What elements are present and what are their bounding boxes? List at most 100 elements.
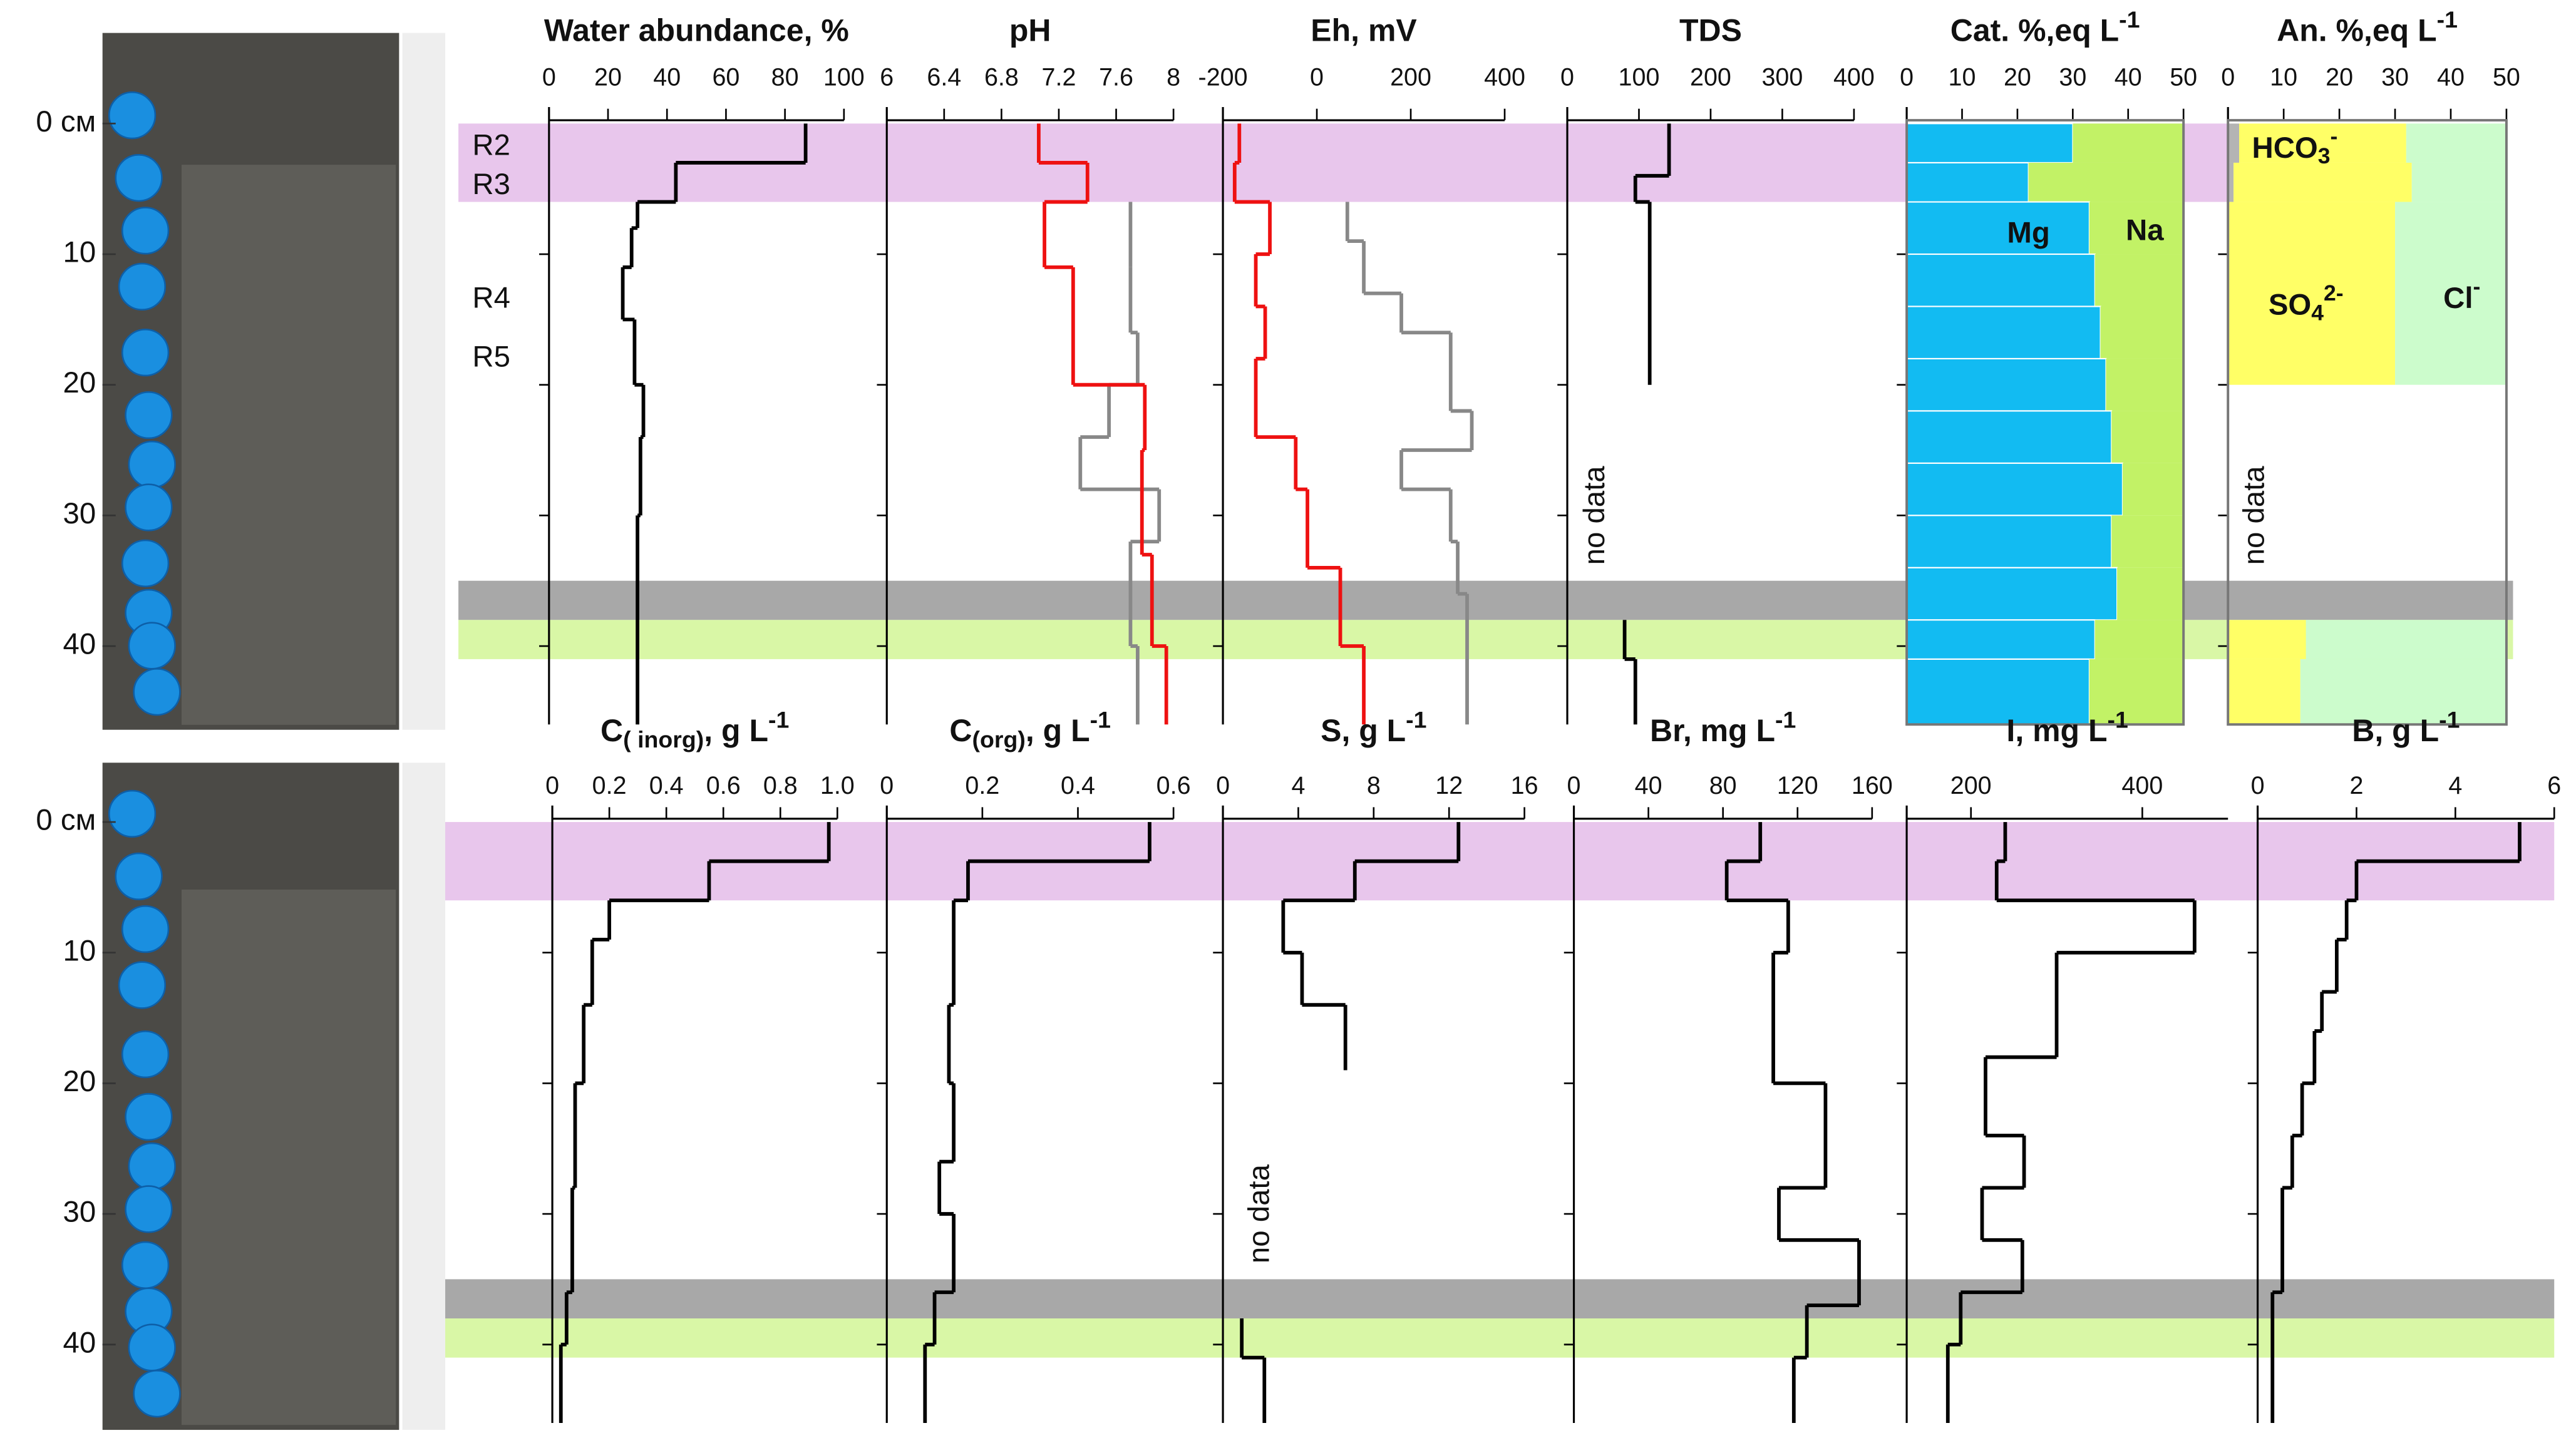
chart-title: B, g L-1 [2352, 706, 2460, 748]
x-tick-label: 40 [2437, 64, 2465, 91]
x-tick-label: 30 [2381, 64, 2409, 91]
x-tick-label: 1.0 [820, 772, 855, 799]
text-part: Mg [2007, 216, 2049, 249]
x-tick-label: 8 [1167, 64, 1180, 91]
depth-tick-label: 10 [63, 236, 96, 269]
annotation: HCO3- [2252, 124, 2338, 169]
text-part: - [2473, 274, 2481, 299]
x-tick-label: 80 [1709, 772, 1737, 799]
annotation: Na [2126, 213, 2164, 247]
annotation: no data [1577, 466, 1610, 565]
depth-tick-label: 40 [63, 1326, 96, 1359]
text-part: no data [2237, 466, 2270, 565]
x-tick-label: 0 [2221, 64, 2235, 91]
stacked-segment [1906, 567, 2118, 621]
x-tick-label: 80 [771, 64, 799, 91]
stacked-segment [2094, 254, 2184, 307]
text-part: , g L [704, 713, 768, 748]
depth-tick-label: 20 [63, 366, 96, 399]
x-tick-label: 40 [653, 64, 681, 91]
depth-tick-label: 10 [63, 934, 96, 967]
stacked-segment [1906, 201, 2090, 255]
stacked-segment [2306, 620, 2506, 659]
stacked-segment [2073, 123, 2184, 163]
stacked-segment [2228, 162, 2234, 202]
text-part: C [949, 713, 972, 748]
layer-label: R2 [472, 128, 510, 162]
stacked-segment [2122, 463, 2184, 516]
x-tick-label: 10 [1949, 64, 1976, 91]
layer-label: R4 [472, 282, 510, 315]
chart-title: C( inorg), g L-1 [600, 706, 789, 752]
x-tick-label: 0 [1216, 772, 1230, 799]
text-part: , g L [1026, 713, 1090, 748]
x-tick-label: 400 [2121, 772, 2163, 799]
x-tick-label: 400 [1484, 64, 1525, 91]
x-tick-label: 2 [2349, 772, 2363, 799]
stacked-segment [1906, 462, 2123, 516]
text-part: S, g L [1321, 713, 1406, 748]
stacked-segment [1906, 410, 2113, 464]
x-tick-label: 40 [2115, 64, 2142, 91]
stacked-segment [2233, 162, 2412, 202]
stacked-segment [2111, 515, 2184, 568]
x-tick-label: 7.6 [1099, 64, 1133, 91]
stacked-segment [1906, 253, 2096, 307]
chart-title: I, mg L-1 [2006, 706, 2128, 748]
text-part: -1 [2119, 6, 2140, 33]
x-tick-label: 6 [880, 64, 894, 91]
x-tick-label: 0 [880, 772, 894, 799]
text-part: Cat. %,eq L [1950, 13, 2119, 48]
text-part: no data [1242, 1164, 1275, 1263]
stacked-segment [1906, 306, 2101, 360]
text-part: SO [2269, 288, 2311, 321]
chart-title: An. %,eq L-1 [2277, 6, 2458, 48]
x-tick-label: 40 [1635, 772, 1662, 799]
chart-title: Eh, mV [1311, 13, 1416, 48]
annotation: no data [2237, 466, 2270, 565]
stacked-segment [2028, 162, 2184, 202]
x-tick-label: 160 [1852, 772, 1893, 799]
x-tick-label: 0.8 [763, 772, 798, 799]
x-tick-label: 0.2 [592, 772, 627, 799]
x-tick-label: 50 [2493, 64, 2520, 91]
stacked-segment [1906, 515, 2113, 568]
x-tick-label: 8 [1367, 772, 1381, 799]
x-tick-label: 50 [2170, 64, 2197, 91]
stacked-segment [1906, 357, 2107, 412]
chart-title: pH [1009, 13, 1051, 48]
chart-title: C(org), g L-1 [949, 706, 1111, 752]
ruler-hatch [402, 763, 446, 1430]
text-part: An. %,eq L [2277, 13, 2437, 48]
text-part: C [600, 713, 623, 748]
x-tick-label: 7.2 [1042, 64, 1076, 91]
text-part: I, mg L [2006, 713, 2107, 748]
x-tick-label: 0.6 [706, 772, 741, 799]
x-tick-label: 100 [1619, 64, 1660, 91]
stacked-segment [2106, 358, 2184, 411]
x-tick-label: 0 [2251, 772, 2265, 799]
text-part: pH [1009, 13, 1051, 48]
x-tick-label: 400 [1833, 64, 1875, 91]
depth-band [445, 1318, 2555, 1358]
text-part: -1 [2437, 6, 2458, 33]
stacked-segment [1906, 123, 2074, 164]
depth-tick-label: 30 [63, 497, 96, 530]
text-part: 4 [2311, 300, 2324, 326]
stacked-segment [2117, 567, 2184, 620]
text-part: -1 [1090, 706, 1111, 732]
text-part: -1 [2439, 706, 2460, 732]
chart-title: Cat. %,eq L-1 [1950, 6, 2140, 48]
x-tick-label: 12 [1435, 772, 1463, 799]
stacked-segment [2228, 620, 2306, 659]
depth-band [445, 1279, 2555, 1319]
x-tick-label: 300 [1761, 64, 1803, 91]
text-part: B, g L [2352, 713, 2439, 748]
x-tick-label: -200 [1198, 64, 1248, 91]
stacked-segment [2089, 202, 2184, 255]
depth-tick-label: 40 [63, 628, 96, 661]
annotation: Cl- [2443, 274, 2480, 315]
depth-band [458, 580, 2513, 620]
text-part: -1 [1775, 706, 1796, 732]
x-tick-label: 120 [1777, 772, 1818, 799]
